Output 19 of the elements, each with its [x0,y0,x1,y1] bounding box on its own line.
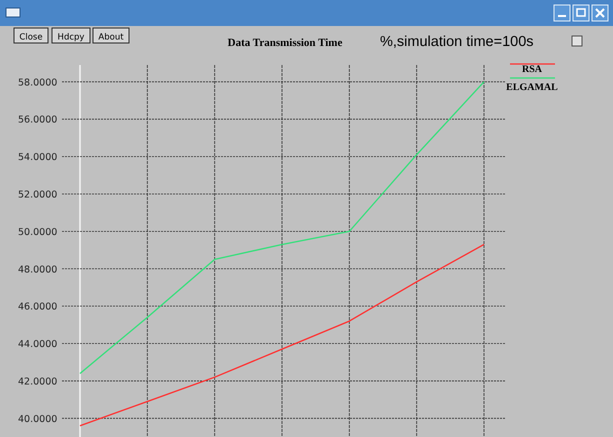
legend-label: RSA [522,64,543,75]
y-tick-label: 40.0000 [18,414,58,425]
text: About [98,32,124,42]
text: Close [19,32,43,42]
legend-label: ELGAMAL [506,82,558,93]
y-tick-label: 54.0000 [18,152,58,164]
y-tick-label: 52.0000 [18,189,58,200]
y-tick-label: 42.0000 [18,376,58,388]
y-tick-label: 56.0000 [18,114,58,126]
text: Hdcpy [58,32,84,42]
chart-subtitle: %,simulation time=100s [380,34,534,50]
y-tick-label: 48.0000 [18,264,58,276]
y-tick-label: 44.0000 [18,339,58,350]
line-series [79,244,485,426]
y-tick-label: 46.0000 [18,302,58,313]
y-tick-label: 50.0000 [18,226,58,238]
chart-title: Data Transmission Time [228,37,342,49]
y-tick-label: 58.0000 [18,77,58,88]
line-series [79,81,485,374]
